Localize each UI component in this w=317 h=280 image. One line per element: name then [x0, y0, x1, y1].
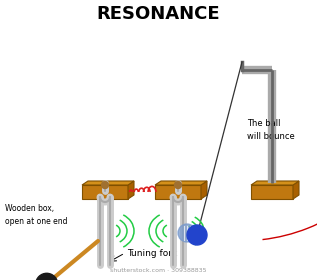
Polygon shape — [293, 181, 299, 199]
Text: The ball
will bounce: The ball will bounce — [247, 119, 295, 141]
Polygon shape — [128, 181, 134, 199]
Circle shape — [187, 225, 207, 245]
Text: Tuning fork: Tuning fork — [127, 249, 177, 258]
Polygon shape — [201, 181, 207, 199]
Circle shape — [101, 181, 108, 188]
Polygon shape — [155, 181, 207, 185]
Bar — [155, 185, 201, 199]
Text: Wooden box,
open at one end: Wooden box, open at one end — [5, 204, 68, 226]
Polygon shape — [82, 181, 134, 185]
Circle shape — [36, 273, 58, 280]
Text: shutterstock.com · 309388835: shutterstock.com · 309388835 — [110, 267, 206, 272]
Polygon shape — [251, 181, 299, 185]
Bar — [82, 185, 128, 199]
Bar — [251, 185, 293, 199]
Circle shape — [178, 224, 196, 242]
Text: RESONANCE: RESONANCE — [96, 5, 220, 23]
Circle shape — [174, 181, 182, 188]
